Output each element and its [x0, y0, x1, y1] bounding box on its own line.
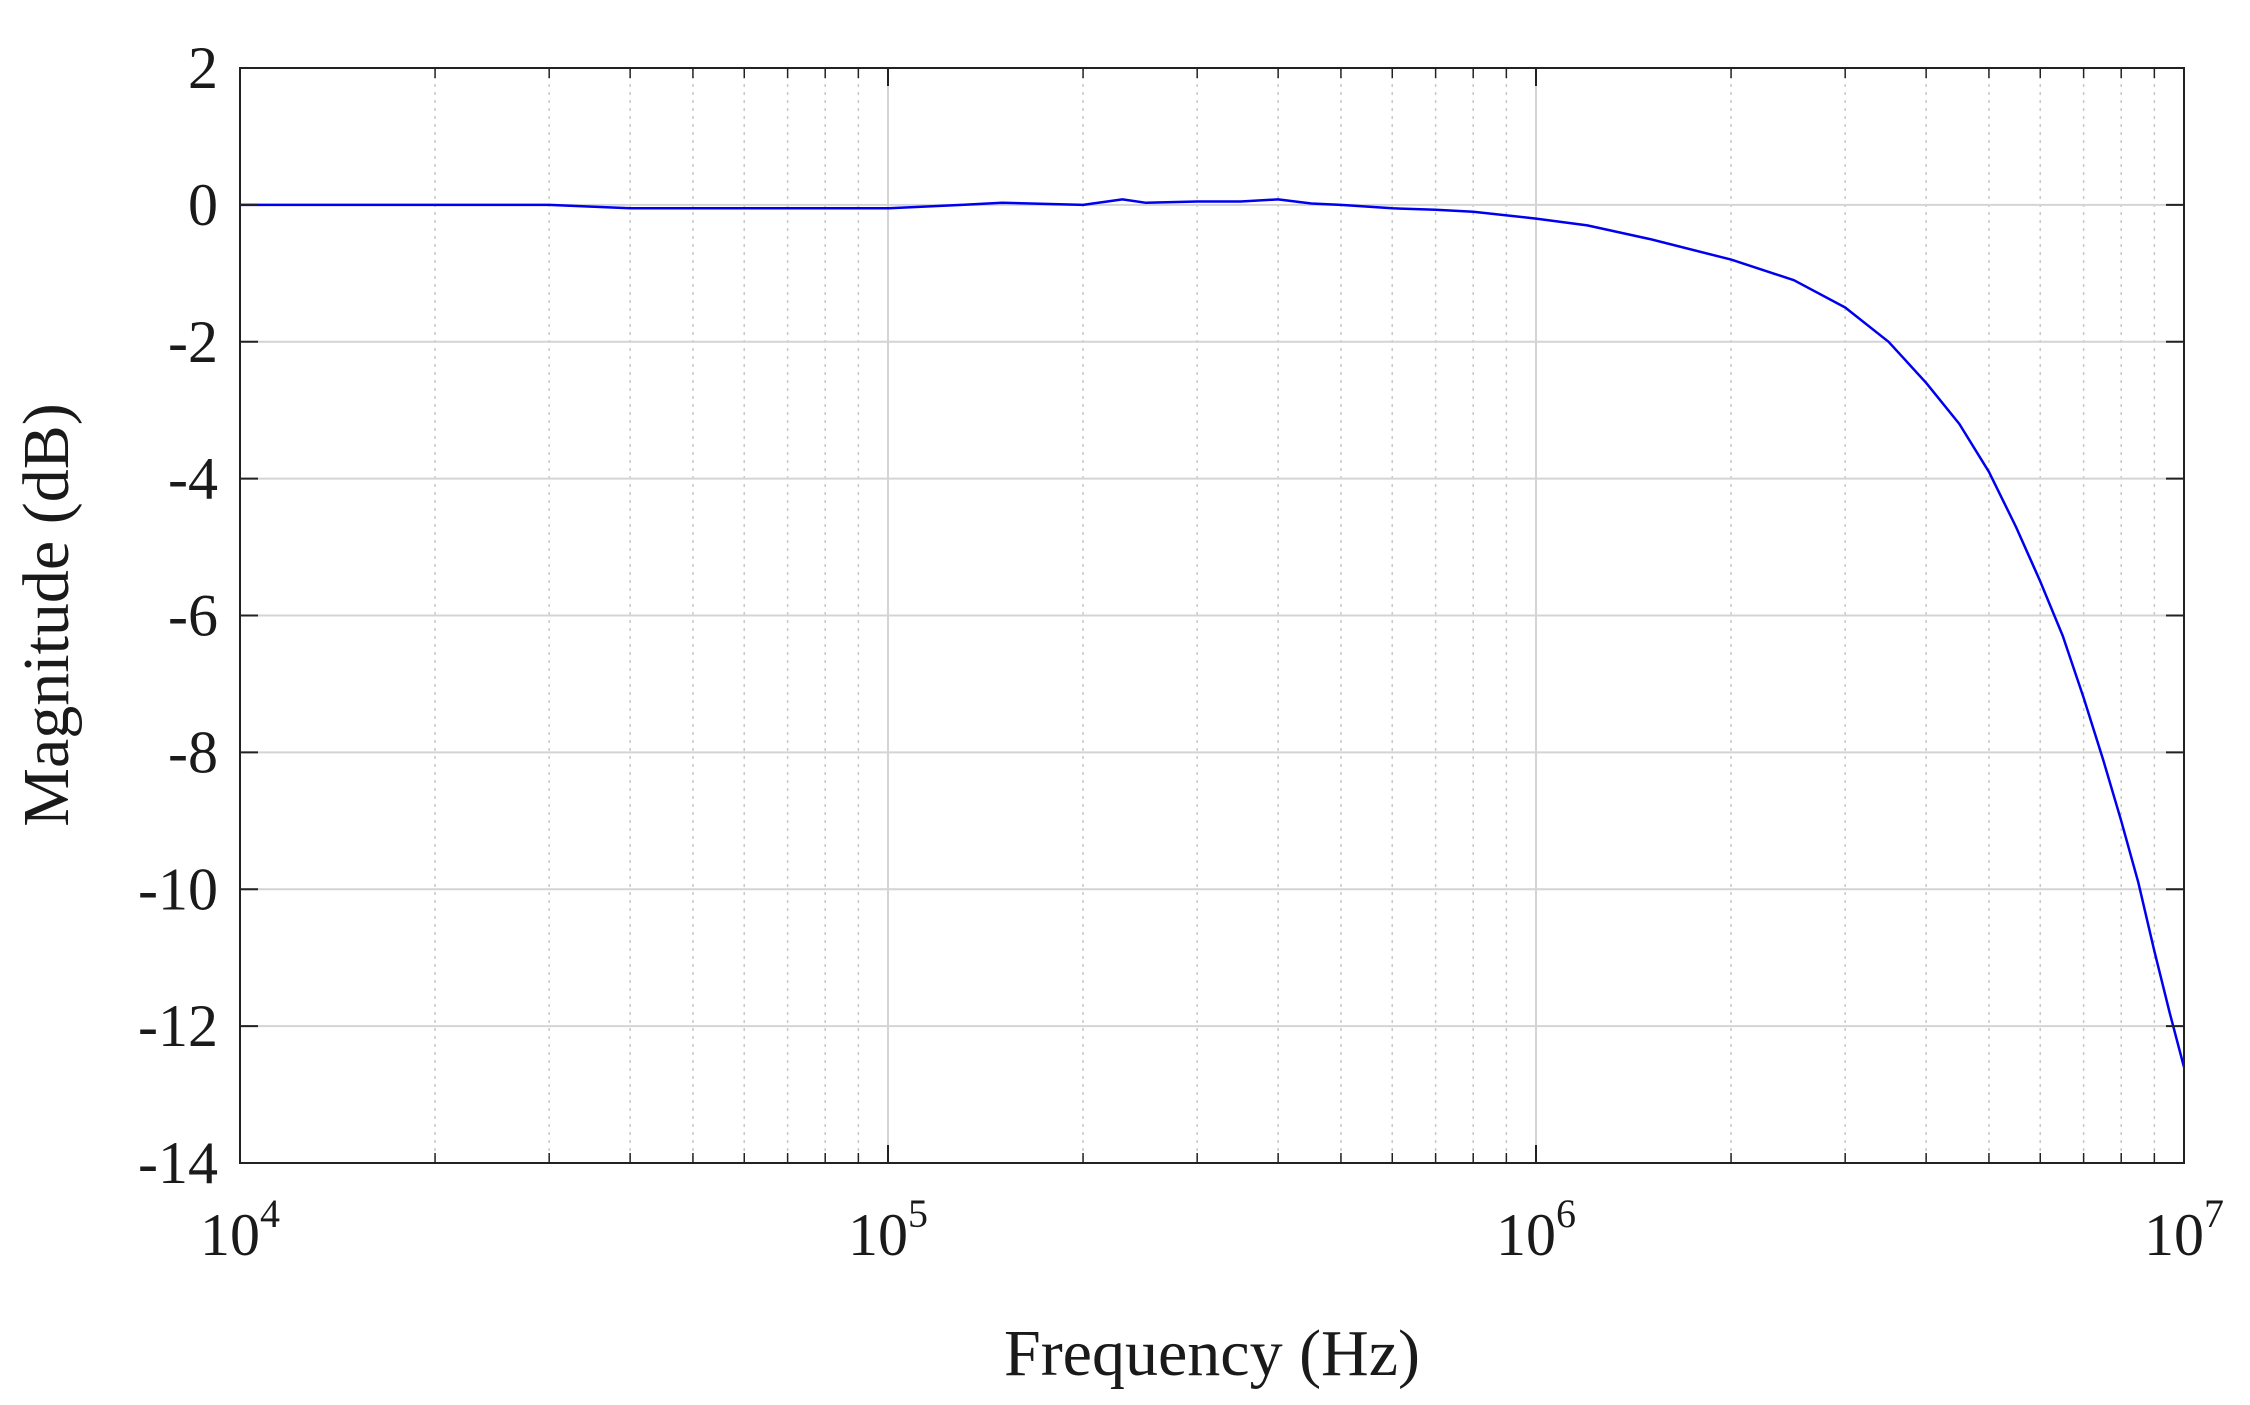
y-tick-label: -10: [138, 856, 218, 922]
tick-layer: 104 105 106 107 2 0 -2 -4 -6 -8 -10 -12 -14: [138, 35, 2224, 1268]
x-tick-label: 105: [848, 1191, 928, 1268]
y-tick-label: -14: [138, 1130, 218, 1196]
y-tick-label: -4: [168, 446, 218, 512]
magnitude-series-line: [240, 198, 2186, 1068]
y-tick-label: -8: [168, 719, 218, 785]
x-axis-label: Frequency (Hz): [1004, 1317, 1420, 1390]
x-tick-label: 107: [2144, 1191, 2224, 1268]
x-tick-label: 106: [1496, 1191, 1576, 1268]
y-tick-label: -6: [168, 583, 218, 649]
series-layer: [240, 198, 2186, 1068]
x-tick-label: 104: [200, 1191, 280, 1268]
y-tick-label: 0: [188, 172, 218, 238]
y-axis-label: Magnitude (dB): [10, 403, 83, 826]
y-tick-label: -2: [168, 309, 218, 375]
y-tick-label: 2: [188, 35, 218, 101]
y-tick-label: -12: [138, 993, 218, 1059]
